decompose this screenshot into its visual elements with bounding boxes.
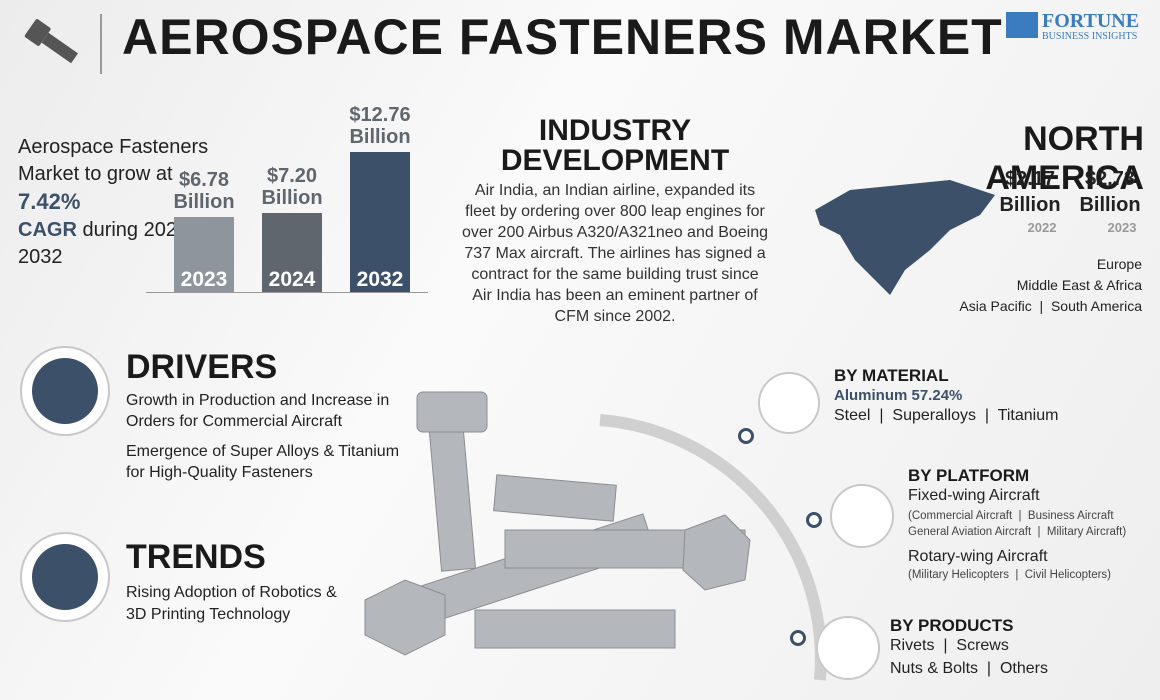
cagr-label: CAGR — [18, 219, 77, 241]
logo-mark — [1006, 12, 1038, 38]
node — [738, 428, 754, 444]
platform-icon — [830, 484, 894, 548]
material-icon — [758, 372, 820, 434]
fixed-wing: Fixed-wing Aircraft — [908, 487, 1040, 504]
products-title: BY PRODUCTS — [890, 616, 1014, 635]
title: AEROSPACE FASTENERS MARKET — [122, 9, 1003, 65]
region-other: Europe — [1096, 256, 1142, 272]
bar-value-label: $6.78 Billion — [173, 169, 235, 214]
drivers-icon — [20, 346, 110, 436]
trends-icon — [20, 532, 110, 622]
region-other: Asia Pacific | South America — [959, 298, 1142, 314]
bar — [174, 217, 234, 292]
region-year: 2022 — [1027, 220, 1057, 235]
fixed-wing-detail: (Commercial Aircraft | Business Aircraft… — [908, 510, 1127, 538]
bolt-icon — [24, 19, 78, 64]
bar — [350, 151, 410, 292]
node — [806, 512, 822, 528]
region-value: $2.73 — [1084, 168, 1136, 190]
region-other: Middle East & Africa — [1016, 277, 1142, 293]
region-year: 2023 — [1107, 220, 1137, 235]
fasteners-image — [364, 391, 751, 656]
driver-2: Emergence of Super Alloys & Titanium for… — [126, 443, 400, 481]
logo: FORTUNE — [1042, 10, 1140, 32]
platform-title: BY PLATFORM — [908, 466, 1030, 485]
material-others: Steel | Superalloys | Titanium — [834, 407, 1059, 424]
bar — [262, 212, 322, 292]
region-unit: Billion — [999, 194, 1061, 216]
cagr: 7.42% — [18, 189, 81, 214]
industry-title: INDUSTRY DEVELOPMENT — [500, 114, 730, 177]
products-line-2: Nuts & Bolts | Others — [890, 660, 1048, 677]
bar-year: 2024 — [268, 268, 316, 291]
divider — [100, 14, 102, 74]
bar-value-label: $12.76 Billion — [349, 103, 411, 148]
products-icon — [816, 616, 880, 680]
node — [790, 630, 806, 646]
bar-year: 2032 — [356, 268, 404, 291]
north-america-map — [815, 180, 995, 295]
trends-title: TRENDS — [126, 538, 266, 576]
driver-1: Growth in Production and Increase in Ord… — [126, 392, 390, 430]
growth-text: Aerospace Fasteners Market to grow at 7.… — [18, 134, 218, 271]
region-title: NORTH AMERICA — [985, 120, 1144, 197]
trend-1: Rising Adoption of Robotics & 3D Printin… — [126, 584, 337, 623]
rotary-wing-detail: (Military Helicopters | Civil Helicopter… — [908, 569, 1111, 581]
connector-arc — [599, 414, 827, 681]
drivers-title: DRIVERS — [126, 348, 278, 386]
industry-text: Air India, an Indian airline, expanded i… — [461, 182, 769, 325]
region-unit: Billion — [1079, 194, 1141, 216]
region-value: $2.17 — [1004, 168, 1056, 190]
bar-value-label: $7.20 Billion — [261, 164, 323, 209]
region-others: Europe Middle East & Africa Asia Pacific |… — [900, 254, 1142, 317]
growth-period: during 2024-2032 — [18, 219, 195, 268]
bar-year: 2023 — [180, 268, 228, 291]
logo-sub: BUSINESS INSIGHTS — [1042, 31, 1138, 42]
products-line-1: Rivets | Screws — [890, 637, 1009, 654]
rotary-wing: Rotary-wing Aircraft — [908, 548, 1048, 565]
growth-intro: Aerospace Fasteners Market to grow at — [18, 136, 209, 185]
material-title: BY MATERIAL — [834, 366, 949, 385]
bar-chart: 2023 $6.78 Billion 2024 $7.20 Billion 2032 $1… — [146, 90, 428, 293]
material-highlight: Aluminum 57.24% — [834, 387, 963, 404]
